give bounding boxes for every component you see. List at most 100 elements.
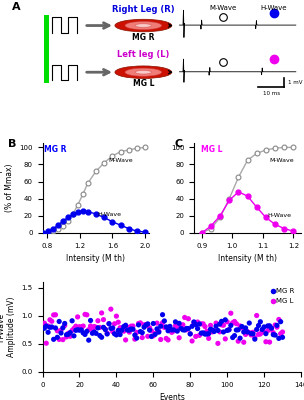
MG L: [177, 334, 181, 341]
MG L: [131, 323, 136, 329]
MG R: [234, 327, 239, 333]
MG R: [127, 327, 132, 333]
MG R: [280, 334, 285, 340]
MG R: [119, 327, 124, 334]
MG L: [55, 328, 60, 334]
MG L: [77, 324, 82, 330]
Text: MG L: MG L: [133, 79, 154, 88]
MG R: [149, 333, 154, 340]
MG L: [275, 324, 279, 330]
MG R: [125, 327, 130, 333]
MG L: [247, 329, 252, 336]
MG R: [243, 325, 248, 331]
MG R: [94, 330, 98, 336]
MG R: [142, 324, 147, 330]
MG L: [46, 323, 50, 329]
MG R: [201, 330, 206, 336]
MG R: [140, 330, 145, 336]
MG R: [219, 318, 224, 324]
MG R: [79, 327, 84, 333]
MG L: [260, 328, 264, 334]
MG L: [217, 329, 222, 335]
MG R: [81, 330, 86, 336]
MG L: [142, 322, 147, 328]
MG R: [90, 330, 95, 336]
MG L: [134, 329, 139, 336]
MG L: [278, 330, 283, 337]
Bar: [44, 15, 49, 83]
MG L: [166, 337, 171, 343]
MG L: [151, 333, 156, 339]
Ellipse shape: [125, 22, 162, 30]
MG R: [214, 323, 219, 330]
MG R: [245, 329, 250, 335]
MG L: [216, 340, 220, 346]
MG L: [168, 327, 172, 334]
MG L: [180, 322, 185, 328]
MG L: [265, 328, 270, 334]
MG L: [90, 326, 95, 332]
MG R: [62, 320, 67, 327]
MG R: [160, 312, 165, 318]
MG L: [112, 320, 117, 327]
MG L: [204, 328, 209, 334]
MG R: [86, 337, 91, 343]
MG L: [186, 316, 191, 322]
MG L: [59, 327, 64, 333]
MG L: [47, 317, 52, 323]
MG R: [46, 329, 50, 336]
MG L: [121, 328, 126, 334]
MG L: [97, 324, 102, 331]
MG R: [83, 331, 88, 338]
MG L: [133, 336, 137, 342]
MG L: [70, 327, 74, 334]
MG L: [125, 324, 130, 330]
MG L: [81, 323, 86, 329]
MG R: [186, 325, 191, 332]
MG R: [75, 326, 80, 333]
MG R: [121, 323, 126, 330]
MG R: [241, 329, 246, 335]
X-axis label: Intensity (M th): Intensity (M th): [67, 254, 126, 263]
MG R: [252, 336, 257, 342]
MG R: [145, 321, 150, 327]
MG R: [73, 327, 78, 334]
MG R: [269, 325, 274, 331]
MG R: [262, 324, 267, 330]
MG R: [88, 317, 93, 324]
MG L: [276, 316, 281, 323]
MG R: [193, 321, 198, 328]
MG R: [103, 326, 108, 333]
MG R: [101, 324, 106, 330]
MG R: [265, 323, 270, 329]
MG R: [51, 336, 56, 342]
MG L: [145, 333, 150, 340]
MG L: [147, 325, 152, 331]
MG R: [184, 325, 189, 332]
Y-axis label: H-Wave
Amplitude (mV): H-Wave Amplitude (mV): [0, 297, 16, 357]
MG R: [230, 334, 235, 341]
MG R: [177, 320, 181, 326]
MG R: [271, 332, 276, 338]
MG L: [73, 323, 78, 329]
MG R: [223, 317, 228, 323]
MG R: [123, 322, 128, 328]
MG R: [192, 319, 196, 325]
Text: M-Wave: M-Wave: [108, 158, 133, 163]
Text: M-Wave: M-Wave: [210, 5, 237, 11]
MG R: [105, 331, 109, 337]
MG L: [243, 331, 248, 338]
MG R: [92, 329, 97, 335]
Text: 10 ms: 10 ms: [263, 91, 280, 96]
MG L: [79, 324, 84, 330]
MG L: [116, 319, 121, 326]
MG R: [221, 329, 226, 335]
MG L: [238, 323, 243, 329]
MG L: [164, 335, 169, 342]
Ellipse shape: [135, 70, 151, 74]
MG L: [178, 324, 183, 330]
MG R: [116, 327, 121, 334]
MG R: [276, 335, 281, 342]
MG L: [252, 334, 257, 341]
MG L: [129, 323, 133, 329]
